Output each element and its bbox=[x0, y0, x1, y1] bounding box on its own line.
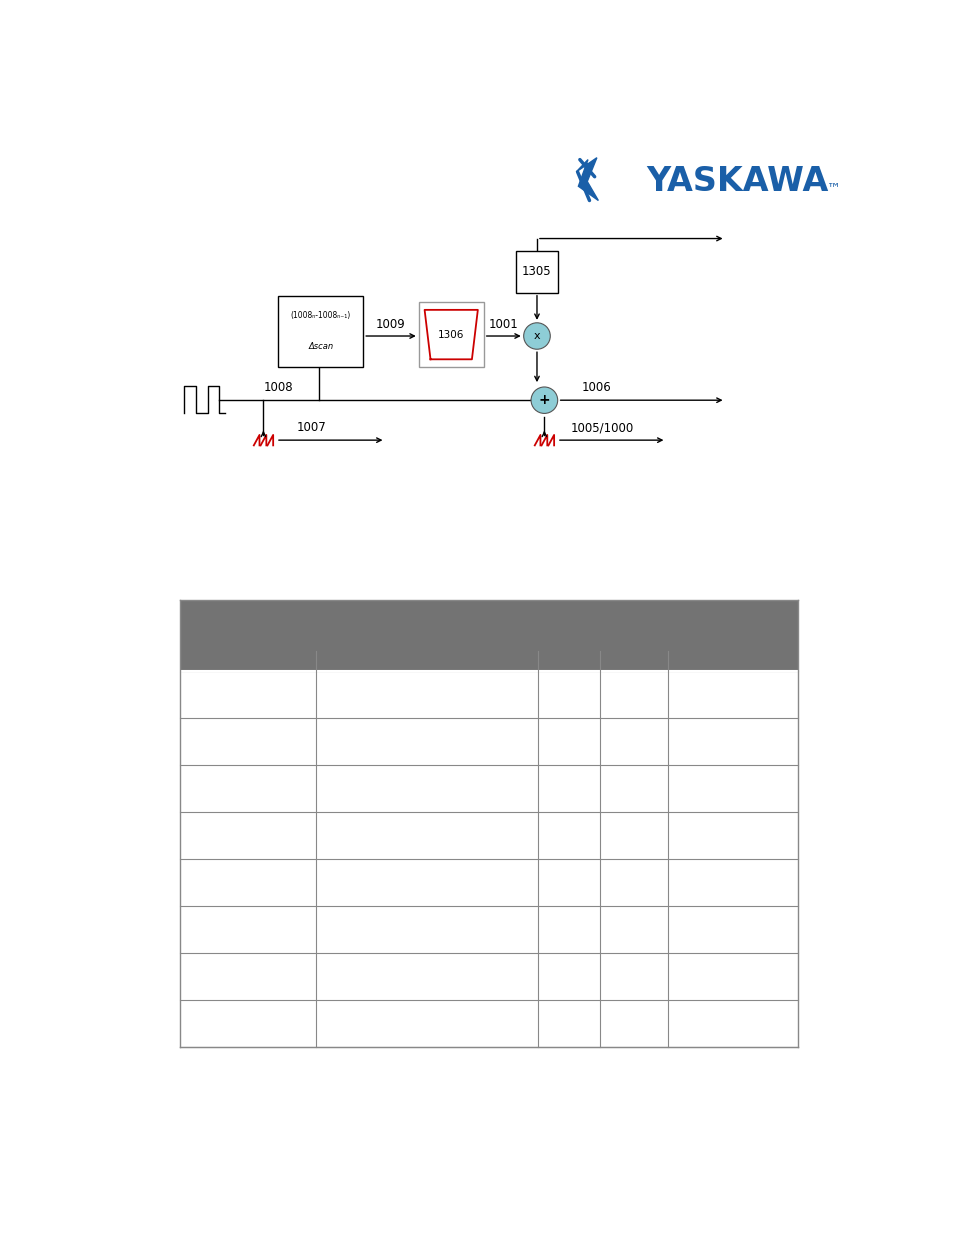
Text: 1001: 1001 bbox=[488, 317, 518, 331]
FancyBboxPatch shape bbox=[180, 672, 797, 1047]
Polygon shape bbox=[576, 158, 598, 200]
Text: (1008ₙ-1008ₙ₋₁): (1008ₙ-1008ₙ₋₁) bbox=[291, 311, 351, 320]
Text: 1007: 1007 bbox=[296, 421, 326, 435]
Text: 1306: 1306 bbox=[437, 330, 464, 340]
FancyBboxPatch shape bbox=[515, 251, 558, 293]
Text: ™: ™ bbox=[826, 182, 840, 195]
Text: 1006: 1006 bbox=[580, 382, 611, 394]
Text: 1005/1000: 1005/1000 bbox=[570, 421, 633, 435]
FancyBboxPatch shape bbox=[180, 651, 797, 672]
Ellipse shape bbox=[523, 322, 550, 350]
Text: x: x bbox=[533, 331, 539, 341]
Text: 1009: 1009 bbox=[375, 317, 405, 331]
FancyBboxPatch shape bbox=[278, 295, 363, 367]
Ellipse shape bbox=[531, 387, 558, 414]
Text: +: + bbox=[538, 393, 550, 408]
FancyBboxPatch shape bbox=[418, 303, 483, 367]
Text: 1008: 1008 bbox=[263, 380, 293, 394]
FancyBboxPatch shape bbox=[180, 600, 797, 651]
Text: YASKAWA: YASKAWA bbox=[646, 165, 828, 198]
Text: Δscan: Δscan bbox=[308, 342, 333, 352]
Text: 1305: 1305 bbox=[521, 266, 551, 278]
